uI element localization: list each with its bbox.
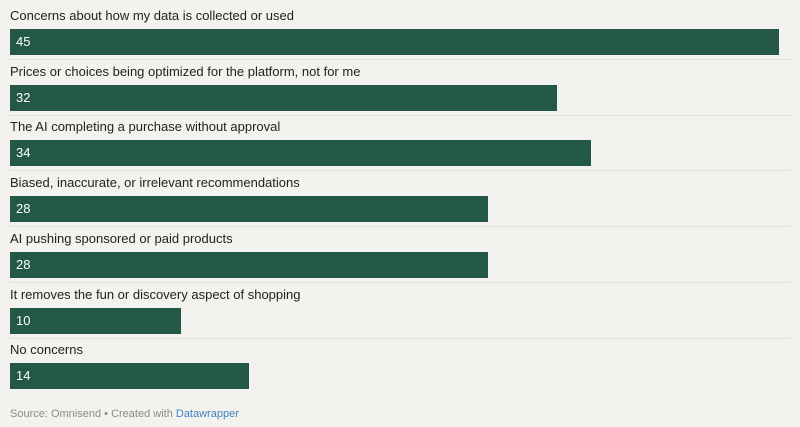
row-divider (10, 170, 790, 172)
data-label: 32 (16, 89, 31, 105)
category-label: AI pushing sponsored or paid products (10, 230, 233, 246)
bar: 14 (10, 363, 250, 390)
category-label: It removes the fun or discovery aspect o… (10, 286, 301, 302)
data-label: 10 (16, 312, 31, 328)
data-label: 34 (16, 145, 31, 161)
bar-row: Concerns about how my data is collected … (10, 0, 790, 60)
bar: 28 (10, 196, 489, 223)
bar: 45 (10, 29, 779, 55)
row-divider (10, 281, 790, 283)
category-label: Biased, inaccurate, or irrelevant recomm… (10, 175, 300, 191)
category-label: No concerns (10, 342, 83, 358)
data-label: 45 (16, 34, 31, 49)
row-divider (10, 226, 790, 228)
bar-row: It removes the fun or discovery aspect o… (10, 279, 790, 339)
bar: 34 (10, 140, 592, 167)
datawrapper-link[interactable]: Datawrapper (175, 408, 239, 420)
bar-row: No concerns 14 (10, 334, 790, 390)
data-label: 14 (16, 368, 31, 384)
bar-row: Prices or choices being optimized for th… (10, 56, 790, 116)
bar-row: The AI completing a purchase without app… (10, 111, 790, 172)
bar: 32 (10, 84, 557, 111)
data-label: 28 (16, 256, 31, 272)
category-label: The AI completing a purchase without app… (10, 119, 281, 135)
source-text: Source: Omnisend • Created with (10, 408, 176, 420)
bar: 28 (10, 251, 489, 278)
row-divider (10, 337, 790, 339)
row-divider (10, 59, 790, 60)
data-label: 28 (16, 201, 31, 217)
bar-row: Biased, inaccurate, or irrelevant recomm… (10, 167, 790, 228)
category-label: Concerns about how my data is collected … (10, 8, 294, 23)
category-label: Prices or choices being optimized for th… (10, 63, 361, 79)
row-divider (10, 114, 790, 116)
bar-row: AI pushing sponsored or paid products 28 (10, 223, 790, 283)
source-note: Source: Omnisend • Created with Datawrap… (10, 408, 239, 420)
bar: 10 (10, 307, 181, 334)
bar-chart: Concerns about how my data is collected … (10, 0, 790, 390)
